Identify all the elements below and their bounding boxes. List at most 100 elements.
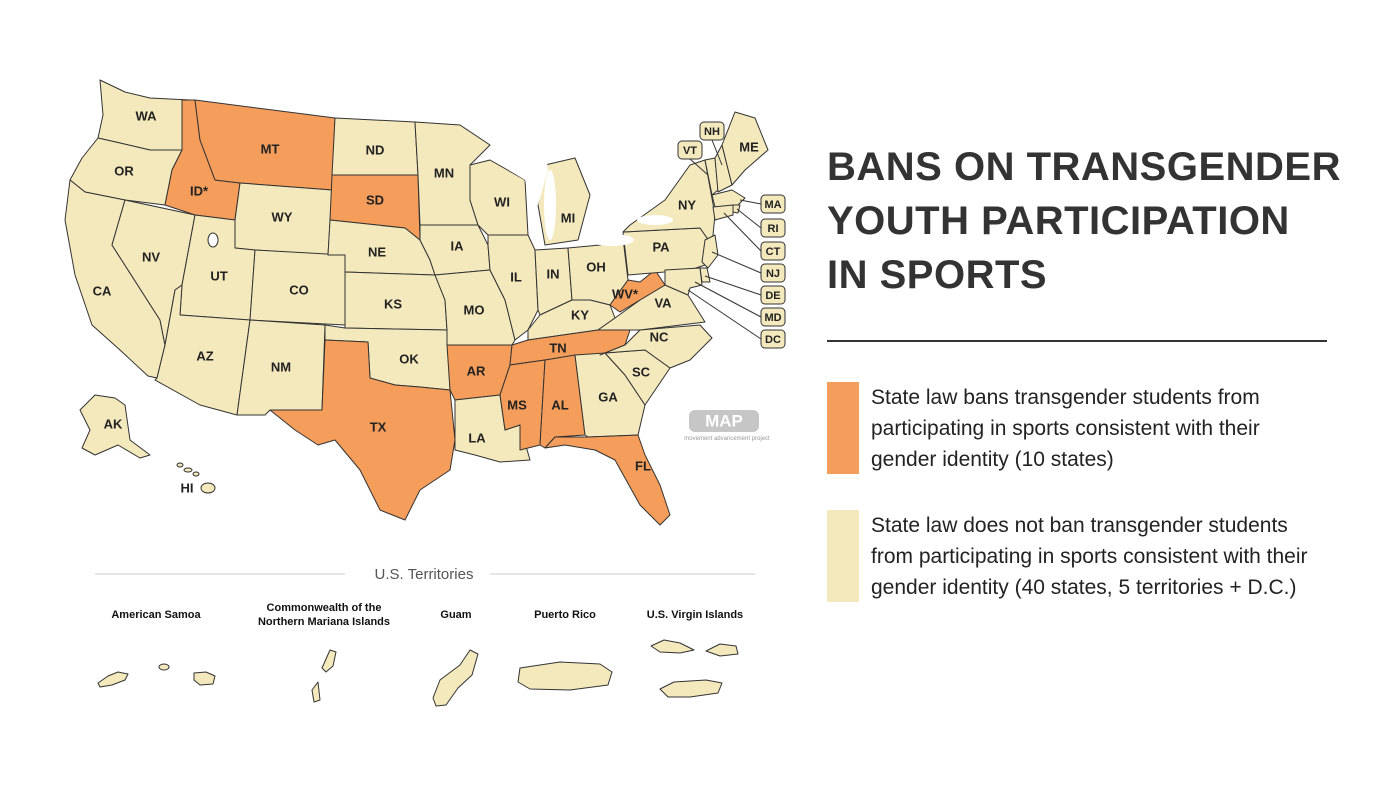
- state-label-ne: NE: [368, 244, 386, 259]
- state-label-dc: DC: [765, 334, 781, 346]
- legend-line: gender identity (40 states, 5 territorie…: [871, 576, 1297, 599]
- territory-name-pr: Puerto Rico: [534, 609, 596, 621]
- state-label-la: LA: [468, 430, 486, 445]
- state-label-hi: HI: [181, 480, 194, 495]
- callout-leader-dc: [687, 289, 762, 340]
- callout-leader-de: [704, 275, 762, 296]
- state-label-va: VA: [654, 295, 672, 310]
- state-label-ks: KS: [384, 296, 402, 311]
- state-nc[interactable]: [599, 324, 713, 369]
- territory-puerto-rico[interactable]: [517, 661, 613, 691]
- state-label-ca: CA: [93, 283, 112, 298]
- state-label-ri: RI: [768, 223, 779, 235]
- state-label-ms: MS: [507, 397, 527, 412]
- state-label-ut: UT: [210, 268, 227, 283]
- state-label-ma: MA: [764, 199, 781, 211]
- title-line: IN SPORTS: [827, 253, 1048, 297]
- watermark-badge: [689, 410, 759, 432]
- territories-heading: U.S. Territories: [375, 566, 474, 583]
- state-label-tn: TN: [549, 340, 566, 355]
- state-label-de: DE: [765, 290, 780, 302]
- callout-box-ct[interactable]: [760, 241, 786, 261]
- states-layer: [64, 79, 769, 526]
- callout-box-dc[interactable]: [760, 329, 786, 349]
- territory-name-as: American Samoa: [111, 609, 201, 621]
- state-label-ga: GA: [598, 389, 618, 404]
- state-label-az: AZ: [196, 348, 213, 363]
- territory-northern-mariana-islands[interactable]: [311, 649, 337, 703]
- state-label-fl: FL: [635, 458, 651, 473]
- state-ri[interactable]: [732, 204, 741, 214]
- state-il[interactable]: [487, 234, 539, 341]
- callout-box-de[interactable]: [760, 285, 786, 305]
- legend-swatch-no-ban: [827, 510, 859, 602]
- callout-leader-ct: [723, 212, 762, 252]
- state-label-ok: OK: [399, 351, 419, 366]
- state-ct[interactable]: [712, 204, 734, 221]
- title-line: BANS ON TRANSGENDER: [827, 145, 1341, 189]
- state-label-vt: VT: [683, 145, 697, 157]
- state-label-in: IN: [547, 266, 560, 281]
- state-ma[interactable]: [711, 189, 746, 208]
- territory-names: American Samoa Commonwealth of the Norther…: [111, 602, 743, 628]
- legend-text-ban: State law bans transgender students from…: [871, 382, 1367, 475]
- territory-name-vi: U.S. Virgin Islands: [647, 609, 743, 621]
- state-label-ia: IA: [451, 238, 465, 253]
- state-label-mn: MN: [434, 165, 454, 180]
- callout-box-vt[interactable]: [677, 140, 703, 160]
- state-label-nv: NV: [142, 249, 160, 264]
- title-line: YOUTH PARTICIPATION: [827, 199, 1290, 243]
- callout-leader-vt: [689, 158, 709, 176]
- callout-boxes: NH VT MA RI CT NJ DE MD DC: [677, 121, 786, 349]
- territory-guam[interactable]: [432, 649, 479, 707]
- state-nj[interactable]: [701, 234, 719, 269]
- territory-us-virgin-islands[interactable]: [650, 639, 739, 698]
- state-label-mo: MO: [464, 302, 485, 317]
- state-label-wi: WI: [494, 194, 510, 209]
- state-label-il: IL: [510, 269, 522, 284]
- state-label-nm: NM: [271, 359, 291, 374]
- callout-box-ri[interactable]: [760, 218, 786, 238]
- state-me[interactable]: [721, 111, 769, 186]
- state-label-ny: NY: [678, 197, 696, 212]
- legend-line: participating in sports consistent with …: [871, 417, 1260, 440]
- callout-box-nj[interactable]: [760, 263, 786, 283]
- callout-leader-ma: [739, 199, 762, 205]
- state-tx[interactable]: [269, 339, 456, 521]
- legend-swatch-ban: [827, 382, 859, 474]
- state-fl[interactable]: [544, 434, 671, 526]
- state-label-nd: ND: [366, 142, 385, 157]
- state-label-oh: OH: [586, 259, 606, 274]
- state-label-pa: PA: [652, 239, 670, 254]
- legend-line: gender identity (10 states): [871, 448, 1114, 471]
- callout-lines: [687, 139, 762, 340]
- territory-american-samoa[interactable]: [97, 663, 216, 688]
- state-hi[interactable]: [176, 462, 216, 494]
- state-label-mt: MT: [261, 141, 280, 156]
- great-lakes: [207, 140, 673, 248]
- state-labels: WA OR CA NV ID* MT WY UT AZ CO NM ND SD NE KS OK TX MN IA M…: [93, 108, 759, 495]
- state-label-wy: WY: [272, 209, 293, 224]
- state-label-wv: WV*: [612, 286, 639, 301]
- legend-line: from participating in sports consistent …: [871, 545, 1308, 568]
- territory-name-gu: Guam: [440, 609, 471, 621]
- state-label-or: OR: [114, 163, 134, 178]
- callout-leader-nh: [711, 139, 723, 166]
- callout-leader-ri: [736, 208, 762, 229]
- state-label-nh: NH: [704, 126, 720, 138]
- state-md[interactable]: [664, 267, 703, 296]
- state-label-mi: MI: [561, 210, 575, 225]
- territories-section: U.S. Territories American Samoa Commonwea…: [95, 566, 755, 707]
- callout-leader-md: [694, 281, 762, 318]
- title-divider: [827, 340, 1327, 342]
- state-label-wa: WA: [136, 108, 158, 123]
- territory-name-mp: Northern Mariana Islands: [258, 616, 390, 628]
- legend-text-no-ban: State law does not ban transgender stude…: [871, 510, 1367, 603]
- callout-box-md[interactable]: [760, 307, 786, 327]
- page-title: BANS ON TRANSGENDER YOUTH PARTICIPATION …: [827, 140, 1367, 302]
- state-ak[interactable]: [79, 394, 151, 459]
- watermark-tagline: movement advancement project: [684, 436, 770, 442]
- callout-box-nh[interactable]: [699, 121, 725, 141]
- callout-box-ma[interactable]: [760, 194, 786, 214]
- state-wv[interactable]: [609, 269, 666, 313]
